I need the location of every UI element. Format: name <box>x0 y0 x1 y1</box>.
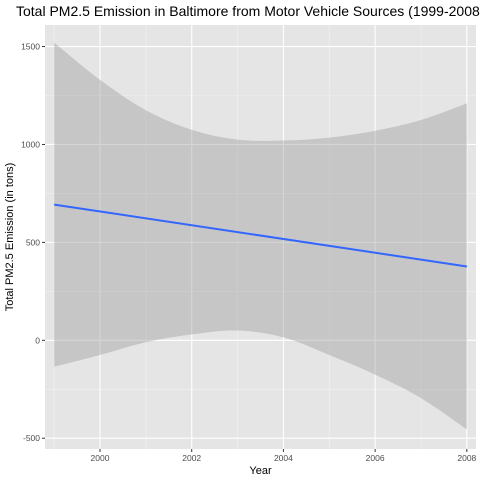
x-tick-label: 2004 <box>274 453 293 463</box>
grid-minor <box>45 25 476 449</box>
x-tick-label: 2006 <box>366 453 385 463</box>
x-tick-label: 2000 <box>91 453 110 463</box>
regression-line <box>54 203 467 268</box>
x-axis: 2000 2002 2004 2006 2008 <box>91 449 477 463</box>
chart-title: Total PM2.5 Emission in Baltimore from M… <box>16 3 480 19</box>
x-axis-title: Year <box>249 465 272 477</box>
y-tick-label: 500 <box>26 237 40 247</box>
x-tick-label: 2008 <box>457 453 476 463</box>
series-lines <box>54 203 467 268</box>
y-tick-label: 0 <box>35 335 40 345</box>
y-tick-label: -500 <box>23 433 40 443</box>
y-tick-label: 1000 <box>21 139 40 149</box>
y-axis-title: Total PM2.5 Emission (in tons) <box>4 163 16 312</box>
x-tick-label: 2002 <box>182 453 201 463</box>
grid-major <box>45 25 476 449</box>
y-axis: -500 0 500 1000 1500 <box>21 42 45 443</box>
y-tick-label: 1500 <box>21 42 40 52</box>
